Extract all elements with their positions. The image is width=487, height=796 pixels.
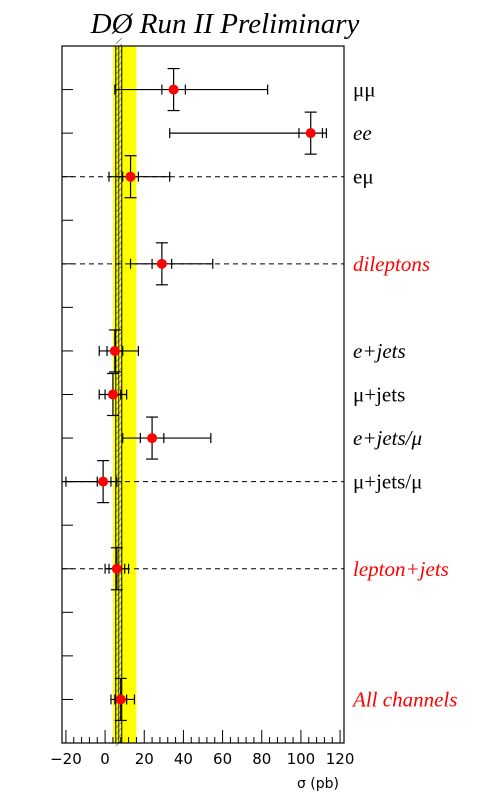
x-tick-label: 40 <box>174 750 193 768</box>
measurement-lepton-jets <box>104 547 130 591</box>
x-tick-label: 0 <box>100 750 110 768</box>
measurement-ee <box>169 111 327 155</box>
channel-label: e+jets <box>353 339 406 363</box>
x-tick-label: −20 <box>50 750 82 768</box>
channel-label: All channels <box>351 687 457 711</box>
data-point <box>125 171 136 182</box>
measurement--jets <box>98 372 128 417</box>
channel-label: μμ <box>353 78 376 102</box>
measurement-e-jets <box>98 329 139 373</box>
channel-label: μ+jets/μ <box>353 470 422 494</box>
data-point <box>107 389 118 400</box>
channel-labels: μμ ee eμ dileptons e+jets μ+jets e+jets/μ μ+jet… <box>351 78 457 712</box>
measurements <box>65 67 327 722</box>
x-tick-label: 20 <box>135 750 154 768</box>
chart-title: DØ Run II Preliminary <box>90 8 360 40</box>
measurement-all-channels <box>110 677 136 722</box>
x-axis-title: σ (pb) <box>297 776 339 792</box>
data-point <box>109 345 120 356</box>
x-tick-label: 80 <box>252 750 271 768</box>
channel-label: eμ <box>353 165 374 189</box>
data-point <box>147 433 158 444</box>
x-tick-label: 120 <box>326 750 355 768</box>
data-point <box>115 694 126 705</box>
measurement-e-jets- <box>122 416 212 460</box>
channel-label: μ+jets <box>353 383 405 407</box>
measurement-e- <box>108 155 171 199</box>
data-point <box>305 128 316 139</box>
data-point <box>98 476 109 487</box>
x-tick-label: 100 <box>287 750 316 768</box>
data-point <box>111 563 122 574</box>
measurement-- <box>114 67 269 112</box>
x-axis: −20 0 20 40 60 80 100 120 <box>50 89 355 768</box>
separator-lines <box>62 176 344 570</box>
channel-label: ee <box>353 121 372 145</box>
data-point <box>168 84 179 95</box>
data-point <box>156 258 167 269</box>
channel-label: lepton+jets <box>353 557 449 581</box>
measurement-dileptons <box>129 242 214 286</box>
hatch-line <box>115 37 123 45</box>
channel-label: e+jets/μ <box>353 426 422 450</box>
channel-label: dileptons <box>353 252 430 276</box>
measurement--jets- <box>65 460 118 504</box>
x-tick-label: 60 <box>213 750 232 768</box>
